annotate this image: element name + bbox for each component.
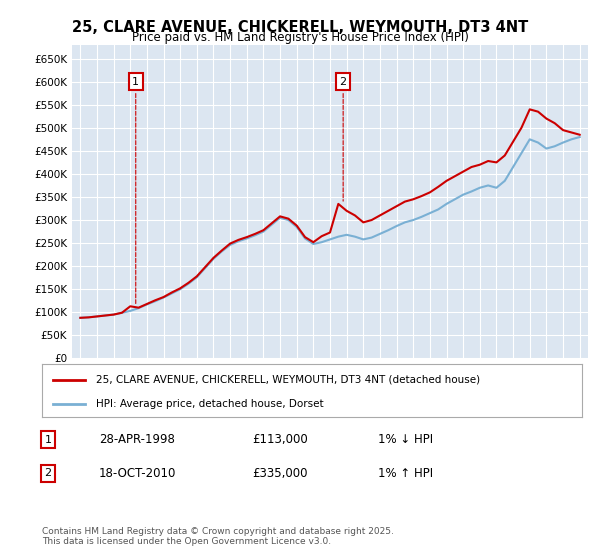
- Text: 2: 2: [44, 468, 52, 478]
- Text: 1% ↑ HPI: 1% ↑ HPI: [378, 466, 433, 480]
- Text: 1: 1: [132, 77, 139, 304]
- Text: 2: 2: [340, 77, 347, 201]
- Text: 1% ↓ HPI: 1% ↓ HPI: [378, 433, 433, 446]
- Text: HPI: Average price, detached house, Dorset: HPI: Average price, detached house, Dors…: [96, 399, 323, 409]
- Text: 25, CLARE AVENUE, CHICKERELL, WEYMOUTH, DT3 4NT (detached house): 25, CLARE AVENUE, CHICKERELL, WEYMOUTH, …: [96, 375, 480, 385]
- Text: Price paid vs. HM Land Registry's House Price Index (HPI): Price paid vs. HM Land Registry's House …: [131, 31, 469, 44]
- Text: £113,000: £113,000: [252, 433, 308, 446]
- Text: 28-APR-1998: 28-APR-1998: [99, 433, 175, 446]
- Text: 18-OCT-2010: 18-OCT-2010: [99, 466, 176, 480]
- Text: 1: 1: [44, 435, 52, 445]
- Text: £335,000: £335,000: [252, 466, 308, 480]
- Text: Contains HM Land Registry data © Crown copyright and database right 2025.
This d: Contains HM Land Registry data © Crown c…: [42, 526, 394, 546]
- Text: 25, CLARE AVENUE, CHICKERELL, WEYMOUTH, DT3 4NT: 25, CLARE AVENUE, CHICKERELL, WEYMOUTH, …: [72, 20, 528, 35]
